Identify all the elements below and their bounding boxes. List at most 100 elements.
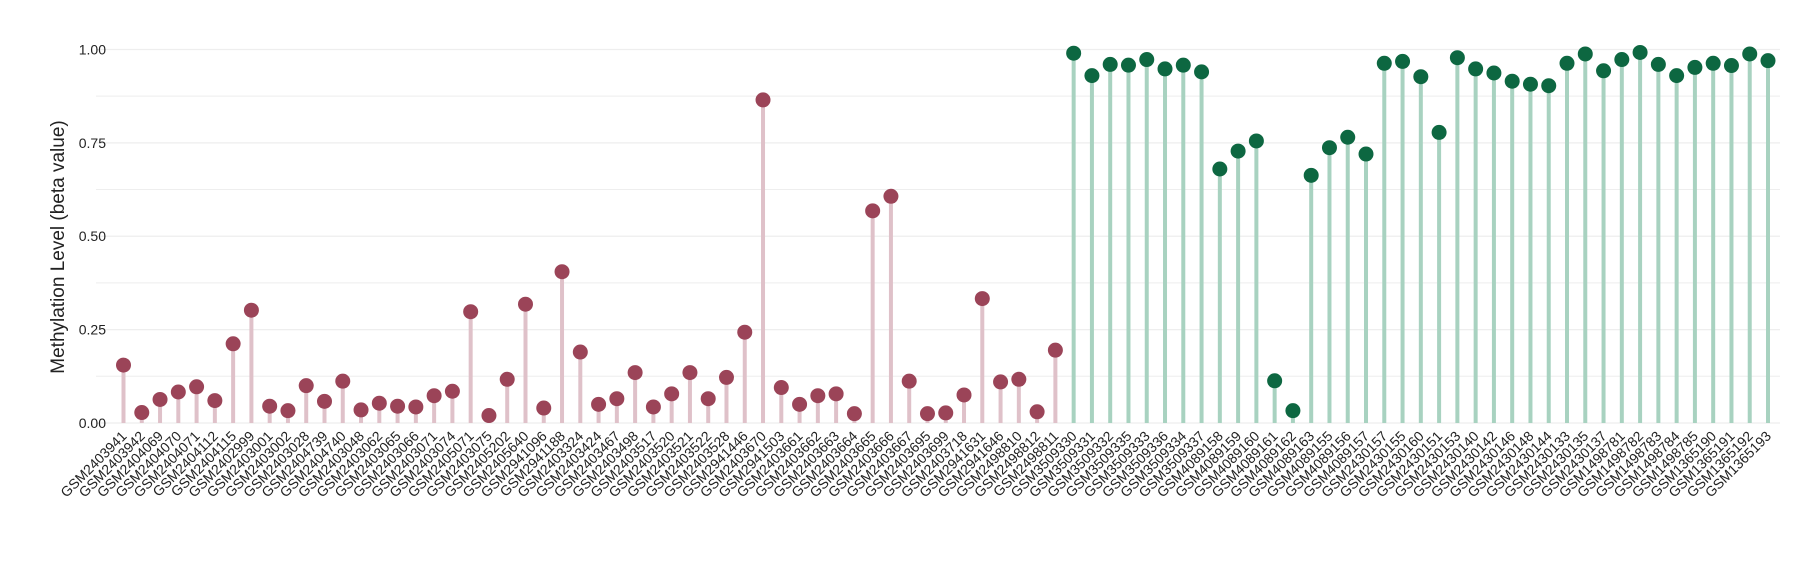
lollipop-point	[1486, 65, 1502, 81]
lollipop-point	[170, 384, 186, 400]
lollipop-point	[390, 398, 406, 414]
lollipop-point	[792, 396, 808, 412]
y-axis-label: Methylation Level (beta value)	[48, 120, 69, 373]
lollipop-point	[1596, 63, 1612, 79]
lollipop-point	[1395, 53, 1411, 69]
lollipop-point	[316, 393, 332, 409]
lollipop-point	[627, 365, 643, 381]
lollipop-point	[1650, 56, 1666, 72]
lollipop-point	[1760, 53, 1776, 69]
lollipop-point	[682, 365, 698, 381]
lollipop-point	[1285, 403, 1301, 419]
lollipop-point	[1705, 55, 1721, 71]
y-axis-ticks: 0.00 0.25 0.50 0.75 1.00	[79, 41, 106, 431]
lollipop-point	[225, 336, 241, 352]
lollipop-point	[1139, 52, 1155, 68]
lollipop-point	[554, 264, 570, 280]
lollipop-point	[1541, 78, 1557, 94]
lollipop-point	[353, 402, 369, 418]
lollipop-point	[499, 371, 515, 387]
lollipop-point	[207, 393, 223, 409]
lollipop-point	[1632, 44, 1648, 60]
lollipop-point	[1431, 124, 1447, 140]
lollipop-point	[664, 386, 680, 402]
lollipop-point	[335, 373, 351, 389]
lollipop-point	[1047, 342, 1063, 358]
lollipop-point	[1303, 167, 1319, 183]
lollipop-point	[1248, 133, 1264, 149]
lollipop-point	[1358, 146, 1374, 162]
lollipop-point	[536, 400, 552, 416]
lollipop-point	[1559, 55, 1575, 71]
y-tick-label: 0.25	[79, 322, 106, 338]
lollipop-point	[1084, 68, 1100, 84]
lollipop-point	[572, 344, 588, 360]
lollipop-point	[481, 408, 497, 424]
lollipop-point	[1157, 61, 1173, 77]
lollipop-point	[262, 398, 278, 414]
lollipop-point	[828, 386, 844, 402]
lollipop-point	[1267, 373, 1283, 389]
lollipop-point	[956, 387, 972, 403]
point-layer	[116, 44, 1776, 424]
lollipop-point	[444, 383, 460, 399]
lollipop-point	[517, 296, 533, 312]
lollipop-point	[591, 396, 607, 412]
y-tick-label: 0.75	[79, 135, 106, 151]
lollipop-point	[883, 188, 899, 204]
lollipop-point	[1669, 68, 1685, 84]
lollipop-point	[152, 391, 168, 407]
lollipop-point	[134, 405, 150, 421]
lollipop-point	[408, 399, 424, 415]
lollipop-point	[1376, 55, 1392, 71]
lollipop-point	[116, 357, 131, 373]
lollipop-point	[1340, 129, 1356, 145]
lollipop-point	[718, 369, 734, 385]
lollipop-point	[1522, 76, 1538, 92]
lollipop-point	[993, 374, 1009, 390]
lollipop-point	[243, 302, 259, 318]
y-tick-label: 1.00	[79, 41, 106, 57]
lollipop-point	[865, 203, 881, 219]
lollipop-point	[1504, 73, 1520, 89]
lollipop-point	[1011, 371, 1027, 387]
lollipop-point	[1687, 59, 1703, 75]
lollipop-point	[1742, 46, 1758, 62]
lollipop-point	[1194, 64, 1210, 80]
lollipop-point	[1449, 50, 1465, 66]
lollipop-point	[1102, 56, 1118, 72]
lollipop-point	[755, 92, 771, 108]
lollipop-point	[1723, 58, 1739, 74]
lollipop-point	[189, 379, 205, 395]
lollipop-point	[1175, 57, 1191, 73]
x-axis-ticks: GSM2403941GSM2403942GSM2404069GSM2404070…	[57, 428, 1774, 501]
lollipop-point	[737, 324, 753, 340]
lollipop-point	[1066, 45, 1082, 61]
lollipop-point	[645, 399, 661, 415]
lollipop-point	[1120, 57, 1136, 73]
lollipop-point	[371, 395, 387, 411]
lollipop-point	[1029, 404, 1045, 420]
lollipop-point	[919, 406, 935, 422]
lollipop-point	[700, 391, 716, 407]
lollipop-point	[1230, 143, 1246, 159]
lollipop-point	[1321, 140, 1337, 156]
grid-layer	[96, 48, 1780, 424]
lollipop-point	[1413, 69, 1429, 85]
y-tick-label: 0.50	[79, 228, 106, 244]
lollipop-point	[974, 291, 990, 307]
stem-layer	[121, 52, 1770, 423]
lollipop-point	[1577, 46, 1593, 62]
lollipop-point	[810, 388, 826, 404]
lollipop-point	[426, 388, 442, 404]
lollipop-point	[901, 373, 917, 389]
lollipop-point	[463, 304, 479, 320]
lollipop-point	[280, 403, 296, 419]
lollipop-point	[609, 391, 625, 407]
lollipop-point	[1614, 52, 1630, 68]
lollipop-point	[938, 405, 954, 421]
lollipop-point	[846, 406, 862, 422]
y-tick-label: 0.00	[79, 415, 106, 431]
lollipop-point	[298, 378, 314, 394]
